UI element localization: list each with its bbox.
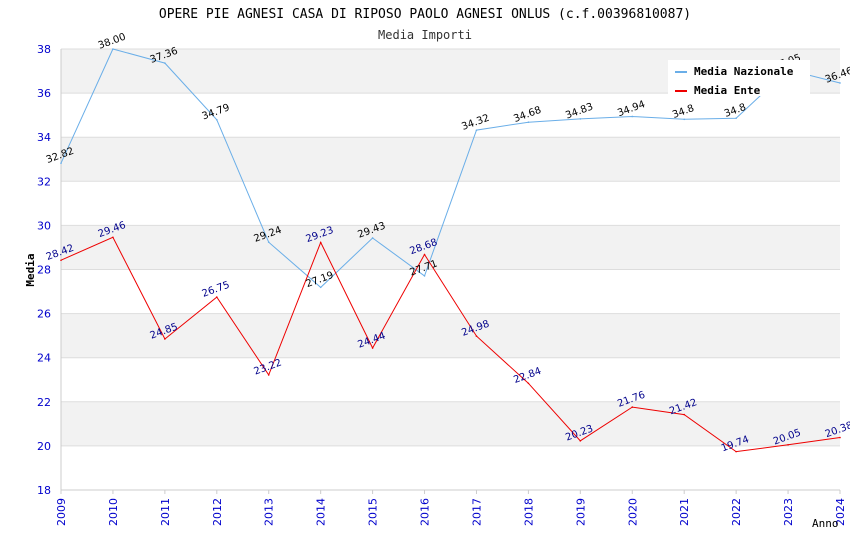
data-point: [164, 62, 166, 64]
data-point: [216, 296, 218, 298]
data-point: [839, 436, 841, 439]
data-point: [683, 413, 685, 416]
data-point: [267, 241, 270, 243]
grid-band: [61, 401, 840, 446]
x-tick-label: 2018: [522, 498, 535, 526]
x-tick-label: 2017: [470, 498, 483, 526]
data-point: [579, 118, 582, 120]
data-point: [475, 335, 478, 337]
data-label: 34.32: [460, 113, 491, 133]
data-point: [112, 236, 114, 239]
x-tick-label: 2020: [626, 498, 639, 526]
legend-label-media-ente: Media Ente: [694, 84, 761, 97]
x-tick-label: 2013: [263, 498, 276, 526]
grid-band: [61, 137, 840, 182]
x-tick-label: 2014: [315, 498, 328, 526]
x-tick-label: 2021: [678, 498, 691, 526]
grid-layer: [61, 48, 840, 491]
data-point: [164, 338, 166, 340]
data-point: [735, 117, 737, 120]
legend: Media Nazionale Media Ente: [668, 60, 810, 97]
chart-subtitle: Media Importi: [378, 28, 472, 42]
x-tick-label: 2023: [782, 498, 795, 526]
series-layer: [60, 48, 841, 453]
series-line-media-ente: [60, 236, 841, 453]
data-point: [787, 443, 789, 446]
data-label: 34.8: [723, 102, 748, 120]
y-tick-label: 30: [37, 219, 51, 232]
x-tick-label: 2024: [834, 498, 847, 526]
legend-box: [668, 60, 810, 96]
data-point: [423, 275, 426, 277]
x-tick-label: 2015: [367, 498, 380, 526]
x-axis-label: Anno: [812, 517, 839, 530]
x-tick-label: 2016: [419, 498, 432, 526]
data-label: 26.75: [201, 280, 232, 300]
data-point: [216, 118, 218, 121]
y-tick-label: 34: [37, 131, 51, 144]
data-point: [735, 450, 737, 453]
data-point: [60, 259, 62, 262]
chart-title: OPERE PIE AGNESI CASA DI RIPOSO PAOLO AG…: [159, 7, 691, 22]
y-tick-label: 38: [37, 43, 51, 56]
y-tick-label: 36: [37, 87, 51, 100]
series-line-media-nazionale: [60, 48, 841, 289]
data-point: [423, 253, 426, 256]
y-tick-label: 22: [37, 396, 51, 409]
data-point: [631, 406, 634, 408]
y-tick-label: 32: [37, 175, 51, 188]
data-point: [683, 118, 685, 121]
data-point: [527, 121, 530, 124]
data-point: [579, 440, 582, 442]
data-point: [527, 382, 530, 385]
data-point: [60, 162, 62, 165]
data-point: [371, 237, 374, 239]
x-tick-label: 2012: [211, 498, 224, 526]
data-point: [631, 115, 634, 118]
data-point: [319, 286, 322, 289]
y-axis-label: Media: [24, 253, 37, 286]
data-point: [475, 129, 478, 131]
x-tick-label: 2022: [730, 498, 743, 526]
data-point: [267, 374, 270, 376]
y-tick-label: 26: [37, 308, 51, 321]
grid-band: [61, 313, 840, 358]
data-point: [319, 241, 322, 244]
y-tick-label: 24: [37, 352, 51, 365]
y-tick-label: 28: [37, 264, 51, 277]
data-label: 23.22: [253, 357, 284, 377]
x-tick-label: 2009: [55, 498, 68, 526]
data-point: [371, 347, 374, 349]
y-tick-label: 18: [37, 484, 51, 497]
x-tick-label: 2011: [159, 498, 172, 526]
legend-label-media-nazionale: Media Nazionale: [694, 65, 794, 78]
y-tick-label: 20: [37, 440, 51, 453]
data-point: [112, 48, 114, 50]
data-label: 34.8: [671, 103, 696, 121]
x-tick-label: 2019: [574, 498, 587, 526]
x-tick-label: 2010: [107, 498, 120, 526]
data-point: [839, 82, 841, 84]
grid-band: [61, 225, 840, 270]
